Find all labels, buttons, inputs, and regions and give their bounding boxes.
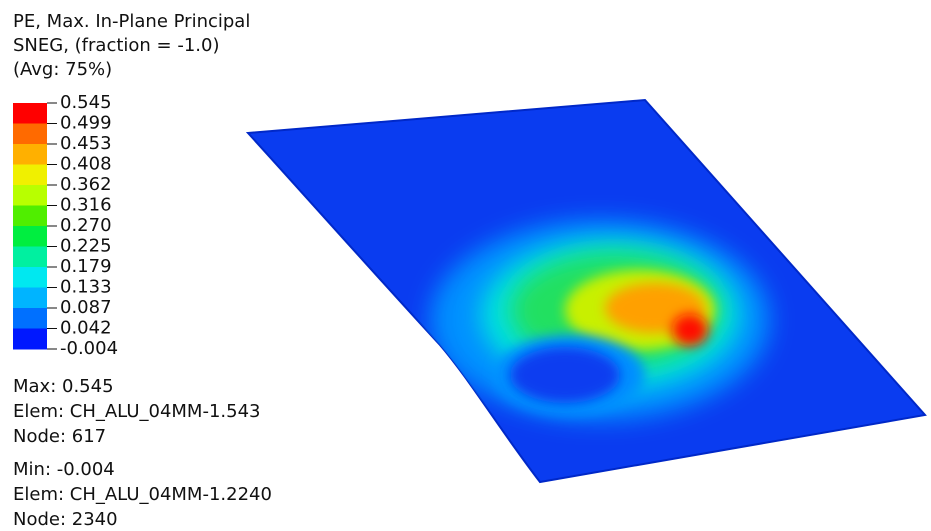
legend-band [13, 328, 47, 350]
legend-tick-label: 0.362 [60, 174, 112, 195]
legend-tick-label: 0.087 [60, 297, 112, 318]
legend-title: SNEG, (fraction = -1.0) [13, 35, 220, 56]
legend-band [13, 144, 47, 165]
legend-band [13, 308, 47, 329]
legend-band [13, 267, 47, 288]
legend: PE, Max. In-Plane Principal SNEG, (fracti… [13, 11, 250, 359]
legend-tick-label: 0.499 [60, 113, 112, 134]
min-info: Elem: CH_ALU_04MM-1.2240 [13, 484, 272, 505]
legend-tick-label: 0.545 [60, 92, 112, 113]
max-info: Max: 0.545 [13, 376, 114, 397]
legend-tick-label: 0.133 [60, 277, 112, 298]
legend-tick-label: 0.179 [60, 256, 112, 277]
legend-band [13, 185, 47, 206]
legend-band [13, 123, 47, 145]
legend-tick-label: -0.004 [60, 338, 118, 359]
max-info: Node: 617 [13, 426, 106, 447]
info-block: Max: 0.545 Elem: CH_ALU_04MM-1.543 Node: 6… [13, 376, 272, 530]
legend-band [13, 103, 47, 124]
legend-tick-label: 0.453 [60, 133, 112, 154]
max-info: Elem: CH_ALU_04MM-1.543 [13, 401, 260, 422]
legend-tick-label: 0.408 [60, 154, 112, 175]
legend-band [13, 226, 47, 247]
legend-band [13, 287, 47, 309]
legend-band [13, 205, 47, 227]
legend-tick-label: 0.316 [60, 195, 112, 216]
legend-title: PE, Max. In-Plane Principal [13, 11, 250, 32]
legend-tick-label: 0.042 [60, 318, 112, 339]
legend-band [13, 164, 47, 186]
legend-band [13, 246, 47, 268]
legend-tick-label: 0.225 [60, 236, 112, 257]
min-info: Min: -0.004 [13, 459, 115, 480]
contour-plate [245, 98, 927, 484]
legend-tick-label: 0.270 [60, 215, 112, 236]
legend-title: (Avg: 75%) [13, 59, 112, 80]
min-info: Node: 2340 [13, 509, 118, 530]
